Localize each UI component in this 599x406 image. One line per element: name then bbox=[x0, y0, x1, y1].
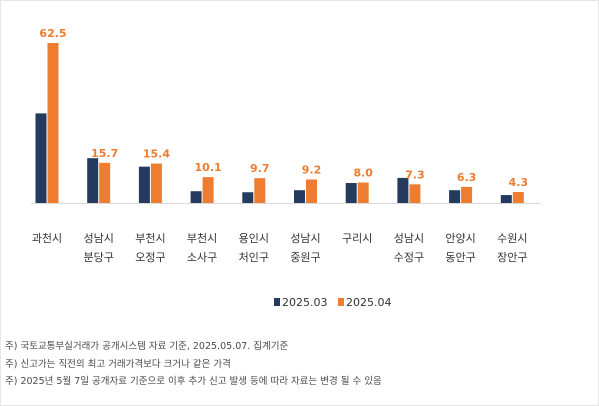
data-label-2: 15.4 bbox=[143, 148, 170, 161]
category-label-1-0: 성남시 bbox=[84, 232, 114, 245]
legend-swatch-0 bbox=[274, 298, 280, 306]
bar-2025.03-5 bbox=[294, 190, 305, 203]
category-label-3-1: 소사구 bbox=[187, 251, 217, 264]
legend-label-1: 2025.04 bbox=[346, 296, 392, 309]
data-label-9: 4.3 bbox=[509, 176, 529, 189]
footnote-1: 주) 국토교통부실거래가 공개시스템 자료 기준, 2025.05.07. 집계… bbox=[5, 341, 289, 352]
bar-2025.04-3 bbox=[202, 177, 214, 203]
category-label-0-0: 과천시 bbox=[32, 231, 62, 245]
category-label-3-0: 부천시 bbox=[187, 231, 217, 245]
category-label-8-1: 동안구 bbox=[445, 251, 475, 264]
legend-swatch-1 bbox=[338, 298, 344, 306]
category-label-9-0: 수원시 bbox=[497, 232, 527, 245]
data-label-8: 6.3 bbox=[457, 171, 477, 184]
bar-2025.03-2 bbox=[138, 166, 150, 203]
bar-2025.04-2 bbox=[150, 163, 162, 203]
data-label-1: 15.7 bbox=[91, 147, 118, 160]
bar-2025.03-7 bbox=[397, 177, 409, 203]
bar-2025.03-8 bbox=[449, 190, 461, 203]
bar-2025.03-6 bbox=[345, 183, 357, 203]
bar-2025.04-7 bbox=[409, 184, 421, 203]
bar-2025.04-9 bbox=[512, 191, 524, 203]
data-label-7: 7.3 bbox=[405, 168, 425, 181]
data-label-4: 9.7 bbox=[250, 162, 270, 175]
footnotes: 주) 국토교통부실거래가 공개시스템 자료 기준, 2025.05.07. 집계… bbox=[5, 338, 382, 391]
bar-2025.03-0 bbox=[35, 113, 47, 203]
footnote-3: 주) 2025년 5월 7일 공개자료 기준으로 이후 추가 신고 발생 등에 … bbox=[5, 376, 382, 387]
data-label-3: 10.1 bbox=[195, 161, 222, 174]
category-label-7-0: 성남시 bbox=[394, 232, 424, 245]
bar-2025.03-4 bbox=[242, 192, 254, 203]
category-label-5-0: 성남시 bbox=[290, 232, 320, 245]
bar-2025.04-8 bbox=[461, 186, 473, 203]
bar-2025.04-4 bbox=[254, 178, 266, 203]
bar-2025.03-3 bbox=[190, 191, 202, 203]
bar-2025.03-1 bbox=[87, 158, 99, 203]
bar-2025.03-9 bbox=[500, 195, 512, 203]
category-label-4-0: 용인시 bbox=[239, 232, 269, 245]
data-label-6: 8.0 bbox=[353, 167, 373, 180]
data-label-5: 9.2 bbox=[302, 163, 322, 176]
category-label-2-0: 부천시 bbox=[135, 231, 165, 245]
category-label-5-1: 중원구 bbox=[290, 251, 320, 264]
category-label-1-1: 분당구 bbox=[84, 251, 114, 264]
bar-2025.04-5 bbox=[306, 179, 317, 203]
bar-2025.04-1 bbox=[99, 162, 111, 203]
category-label-9-1: 장안구 bbox=[497, 251, 527, 264]
footnote-2: 주) 신고가는 직전의 최고 거래가격보다 크거나 같은 가격 bbox=[5, 358, 231, 370]
category-label-2-1: 오정구 bbox=[135, 251, 165, 264]
category-label-7-1: 수정구 bbox=[394, 251, 424, 264]
bar-2025.04-6 bbox=[357, 182, 369, 203]
category-label-6-0: 구리시 bbox=[342, 232, 372, 245]
category-label-8-0: 안양시 bbox=[445, 232, 475, 245]
legend-label-0: 2025.03 bbox=[282, 296, 328, 309]
bar-2025.04-0 bbox=[47, 43, 59, 203]
data-label-0: 62.5 bbox=[39, 27, 66, 40]
category-label-4-1: 처인구 bbox=[239, 251, 269, 264]
